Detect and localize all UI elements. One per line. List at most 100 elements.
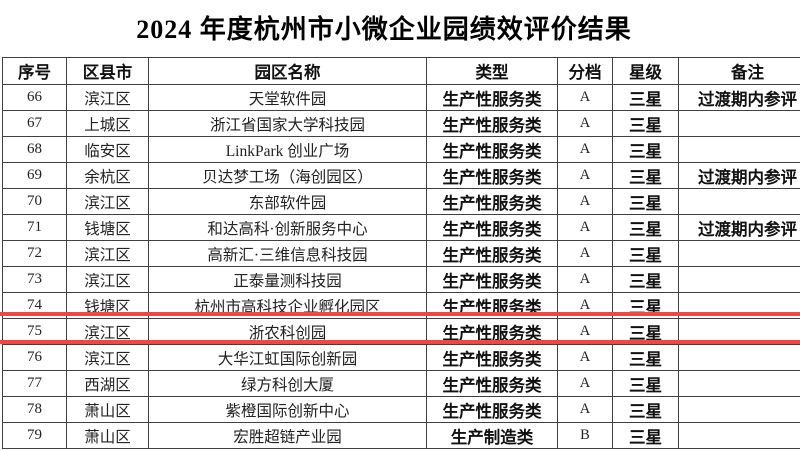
table-cell: 78 [2, 396, 67, 423]
table-body: 66 滨江区 天堂软件园 生产性服务类 A 三星 过渡期内参评 67 上城区 浙江省国家大学科技园… [2, 84, 800, 449]
table-cell: 生产性服务类 [426, 318, 558, 345]
table-row: 69 余杭区 贝达梦工场（海创园区） 生产性服务类 A 三星 过渡期内参评 [2, 162, 800, 189]
column-header: 区县市 [66, 57, 149, 85]
table-cell: A [557, 136, 613, 163]
results-table-wrap: 序号 区县市 园区名称 类型 分档 星级 备注 66 滨江区 天堂软件园 生产性服务类 A 三星 过渡期… [2, 57, 800, 450]
table-cell: 钱塘区 [66, 292, 149, 319]
table-cell: 东部软件园 [148, 188, 427, 215]
table-cell [678, 188, 800, 215]
table-cell: 绿方科创大厦 [148, 370, 427, 397]
table-cell [678, 344, 800, 371]
table-cell: 滨江区 [66, 344, 149, 371]
table-cell: 67 [2, 110, 67, 137]
table-cell: 三星 [612, 110, 679, 137]
table-cell: LinkPark 创业广场 [148, 136, 427, 163]
table-cell [678, 422, 800, 449]
table-cell: 73 [2, 266, 67, 293]
table-cell: 生产性服务类 [426, 110, 558, 137]
table-cell [678, 240, 800, 267]
table-cell: 生产性服务类 [426, 188, 558, 215]
table-cell [678, 292, 800, 319]
table-row: 73 滨江区 正泰量测科技园 生产性服务类 A 三星 [2, 266, 800, 293]
table-cell: 贝达梦工场（海创园区） [148, 162, 427, 189]
table-cell: 天堂软件园 [148, 84, 427, 111]
table-cell: 过渡期内参评 [678, 162, 800, 189]
table-cell: 三星 [612, 188, 679, 215]
table-row: 71 钱塘区 和达高科·创新服务中心 生产性服务类 A 三星 过渡期内参评 [2, 214, 800, 241]
table-cell: 三星 [612, 240, 679, 267]
table-cell: 三星 [612, 318, 679, 345]
table-cell: 76 [2, 344, 67, 371]
column-header: 园区名称 [148, 57, 427, 85]
table-cell: 77 [2, 370, 67, 397]
table-cell: 66 [2, 84, 67, 111]
table-cell: 和达高科·创新服务中心 [148, 214, 427, 241]
table-cell: 余杭区 [66, 162, 149, 189]
table-cell: 三星 [612, 422, 679, 449]
table-cell: 69 [2, 162, 67, 189]
table-cell: 萧山区 [66, 396, 149, 423]
table-cell: 钱塘区 [66, 214, 149, 241]
table-cell: 生产性服务类 [426, 162, 558, 189]
column-header: 备注 [678, 57, 800, 85]
table-cell: 大华江虹国际创新园 [148, 344, 427, 371]
table-cell: 三星 [612, 214, 679, 241]
table-cell [678, 396, 800, 423]
table-cell: 滨江区 [66, 240, 149, 267]
table-cell: 74 [2, 292, 67, 319]
table-cell: A [557, 110, 613, 137]
table-cell: 滨江区 [66, 318, 149, 345]
table-cell [678, 136, 800, 163]
table-cell: 生产性服务类 [426, 344, 558, 371]
table-cell [678, 318, 800, 345]
table-cell: A [557, 188, 613, 215]
table-cell: 临安区 [66, 136, 149, 163]
table-cell: A [557, 266, 613, 293]
table-cell: 70 [2, 188, 67, 215]
table-cell: 杭州市高科技企业孵化园区 [148, 292, 427, 319]
table-cell: 生产性服务类 [426, 370, 558, 397]
table-cell: 上城区 [66, 110, 149, 137]
table-cell: 西湖区 [66, 370, 149, 397]
table-cell: 三星 [612, 162, 679, 189]
table-header-row: 序号 区县市 园区名称 类型 分档 星级 备注 [2, 57, 800, 85]
page-title: 2024 年度杭州市小微企业园绩效评价结果 [136, 15, 632, 44]
table-cell: 浙江省国家大学科技园 [148, 110, 427, 137]
column-header: 分档 [557, 57, 613, 85]
table-cell: 三星 [612, 396, 679, 423]
table-row: 79 萧山区 宏胜超链产业园 生产制造类 B 三星 [2, 422, 800, 449]
table-cell: 浙农科创园 [148, 318, 427, 345]
table-cell: 三星 [612, 344, 679, 371]
table-cell [678, 110, 800, 137]
table-cell: 79 [2, 422, 67, 449]
table-row: 70 滨江区 东部软件园 生产性服务类 A 三星 [2, 188, 800, 215]
table-cell: 生产性服务类 [426, 240, 558, 267]
column-header: 序号 [2, 57, 67, 85]
table-cell: A [557, 344, 613, 371]
table-cell: 生产性服务类 [426, 136, 558, 163]
table-cell: 71 [2, 214, 67, 241]
table-cell: 滨江区 [66, 188, 149, 215]
table-cell: 75 [2, 318, 67, 345]
table-cell: 72 [2, 240, 67, 267]
table-cell: 三星 [612, 266, 679, 293]
table-header: 序号 区县市 园区名称 类型 分档 星级 备注 [2, 57, 800, 85]
table-cell: 生产性服务类 [426, 292, 558, 319]
table-cell: A [557, 318, 613, 345]
table-cell: 过渡期内参评 [678, 84, 800, 111]
table-row: 72 滨江区 高新汇·三维信息科技园 生产性服务类 A 三星 [2, 240, 800, 267]
table-cell: 三星 [612, 370, 679, 397]
table-cell: 正泰量测科技园 [148, 266, 427, 293]
table-cell: A [557, 214, 613, 241]
table-row: 68 临安区 LinkPark 创业广场 生产性服务类 A 三星 [2, 136, 800, 163]
table-row: 77 西湖区 绿方科创大厦 生产性服务类 A 三星 [2, 370, 800, 397]
table-cell: B [557, 422, 613, 449]
table-cell: 68 [2, 136, 67, 163]
table-cell: 三星 [612, 292, 679, 319]
table-cell: 滨江区 [66, 84, 149, 111]
table-cell: 高新汇·三维信息科技园 [148, 240, 427, 267]
table-cell: 生产性服务类 [426, 266, 558, 293]
table-cell: A [557, 240, 613, 267]
column-header: 星级 [612, 57, 679, 85]
